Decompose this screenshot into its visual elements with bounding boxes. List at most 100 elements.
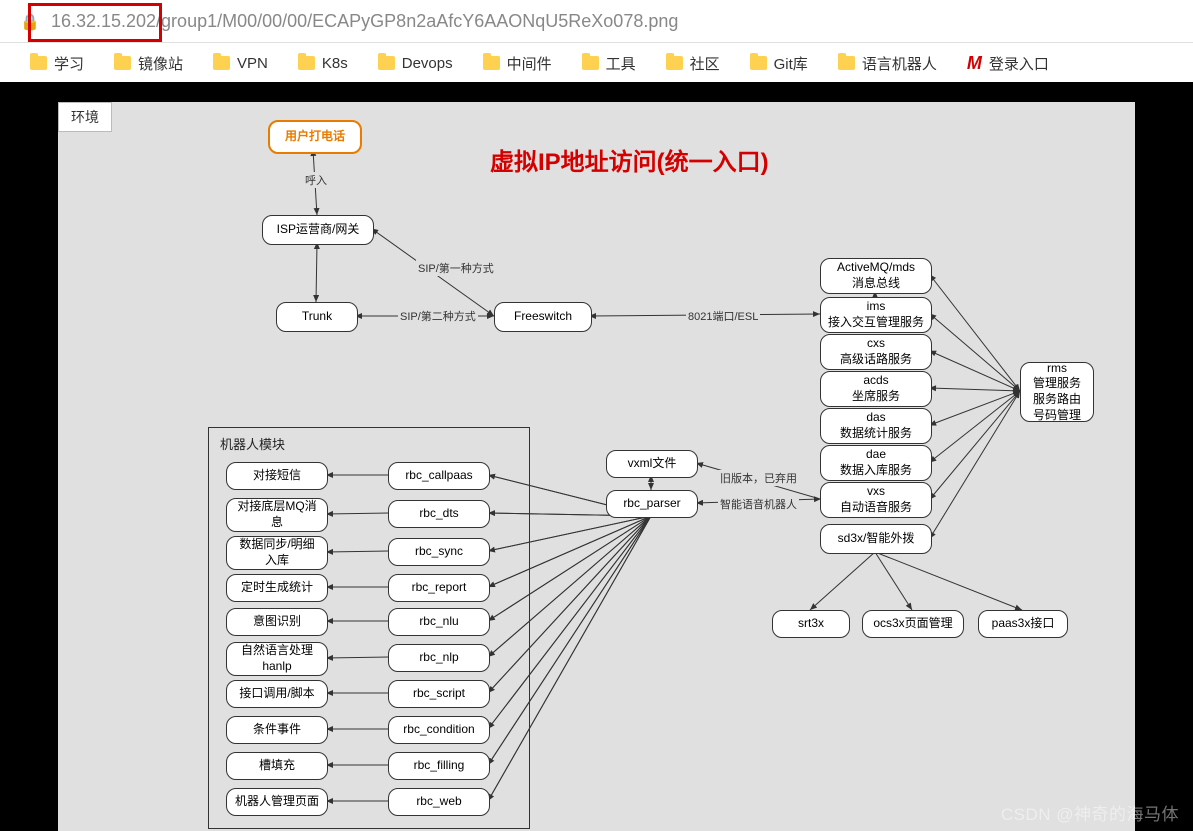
node-mright8: rbc_filling [388,752,490,780]
node-mleft4: 意图识别 [226,608,328,636]
node-line: Trunk [302,309,332,325]
node-dae: dae数据入库服务 [820,445,932,481]
bookmark-label: 镜像站 [138,53,183,74]
bookmark-item[interactable]: 学习 [30,53,84,74]
bookmark-label: K8s [322,55,348,72]
node-mleft5: 自然语言处理hanlp [226,642,328,676]
node-sd3x: sd3x/智能外拨 [820,524,932,554]
node-cxs: cxs高级话路服务 [820,334,932,370]
login-bookmark[interactable]: M登录入口 [967,53,1049,74]
node-line: 数据入库服务 [840,463,912,479]
bookmark-item[interactable]: Git库 [750,53,808,74]
diagram-canvas: 环境 虚拟IP地址访问(统一入口) 用户打电话ISP运营商/网关TrunkFre… [58,102,1135,831]
node-line: 消息总线 [852,276,900,292]
folder-icon [838,56,855,70]
node-rbc_parser: rbc_parser [606,490,698,518]
node-line: rbc_nlu [419,614,458,630]
node-line: 条件事件 [253,722,301,738]
node-line: srt3x [798,616,824,632]
node-mleft1: 对接底层MQ消息 [226,498,328,532]
node-line: das [866,410,885,426]
node-mright3: rbc_report [388,574,490,602]
node-mright7: rbc_condition [388,716,490,744]
node-line: 自动语音服务 [840,500,912,516]
node-line: 用户打电话 [285,129,345,145]
node-line: paas3x接口 [992,616,1055,632]
bookmark-label: 学习 [54,53,84,74]
node-line: rms [1047,361,1067,377]
bookmark-item[interactable]: K8s [298,55,348,72]
bookmark-label: 工具 [606,53,636,74]
node-mleft0: 对接短信 [226,462,328,490]
lock-icon: 🔒 [20,14,40,31]
node-mleft2: 数据同步/明细入库 [226,536,328,570]
bookmark-label: Git库 [774,53,808,74]
bookmark-item[interactable]: 语言机器人 [838,53,937,74]
node-line: rbc_condition [403,722,474,738]
node-line: 对接短信 [253,468,301,484]
folder-icon [483,56,500,70]
node-ims: ims接入交互管理服务 [820,297,932,333]
bookmark-label: 社区 [690,53,720,74]
node-line: dae [866,447,886,463]
bookmark-item[interactable]: VPN [213,55,268,72]
bookmark-item[interactable]: 中间件 [483,53,552,74]
node-mright9: rbc_web [388,788,490,816]
node-line: rbc_report [412,580,467,596]
node-srt3x: srt3x [772,610,850,638]
bookmark-label: Devops [402,55,453,72]
edge-label: 旧版本，已弃用 [718,470,799,486]
node-mright4: rbc_nlu [388,608,490,636]
folder-icon [750,56,767,70]
node-acds: acds坐席服务 [820,371,932,407]
node-line: hanlp [262,659,291,675]
node-line: 接口调用/脚本 [239,686,314,702]
bookmark-item[interactable]: 社区 [666,53,720,74]
node-vxml: vxml文件 [606,450,698,478]
node-line: ocs3x页面管理 [873,616,952,632]
node-line: 意图识别 [253,614,301,630]
node-line: vxml文件 [628,456,677,472]
node-rms: rms管理服务服务路由号码管理 [1020,362,1094,422]
node-das: das数据统计服务 [820,408,932,444]
folder-icon [213,56,230,70]
node-paas3x: paas3x接口 [978,610,1068,638]
folder-icon [582,56,599,70]
edge-label: 8021端口/ESL [686,308,760,324]
node-line: ISP运营商/网关 [277,222,360,238]
node-mright6: rbc_script [388,680,490,708]
folder-icon [666,56,683,70]
module-title: 机器人模块 [220,434,285,453]
node-trunk: Trunk [276,302,358,332]
node-vxs: vxs自动语音服务 [820,482,932,518]
node-mright5: rbc_nlp [388,644,490,672]
node-line: 息 [271,515,283,531]
node-line: 服务路由 [1033,392,1081,408]
bookmark-item[interactable]: 镜像站 [114,53,183,74]
node-mleft9: 机器人管理页面 [226,788,328,816]
node-line: ims [867,299,886,315]
folder-icon [30,56,47,70]
node-mleft3: 定时生成统计 [226,574,328,602]
bookmark-item[interactable]: Devops [378,55,453,72]
node-line: 入库 [265,553,289,569]
node-line: 管理服务 [1033,376,1081,392]
node-mleft8: 槽填充 [226,752,328,780]
node-activemq: ActiveMQ/mds消息总线 [820,258,932,294]
login-label: 登录入口 [989,53,1049,74]
node-mright1: rbc_dts [388,500,490,528]
env-tab[interactable]: 环境 [58,102,112,132]
node-line: rbc_dts [419,506,458,522]
node-line: acds [863,373,888,389]
node-ocs3x: ocs3x页面管理 [862,610,964,638]
folder-icon [378,56,395,70]
node-line: rbc_filling [414,758,465,774]
edge-label: SIP/第二种方式 [398,308,478,324]
bookmark-item[interactable]: 工具 [582,53,636,74]
node-line: sd3x/智能外拨 [838,531,915,547]
url-bar[interactable]: 🔒 16.32.15.202/group1/M00/00/00/ECAPyGP8… [0,0,1193,43]
bookmark-label: 语言机器人 [862,53,937,74]
node-isp: ISP运营商/网关 [262,215,374,245]
node-line: 数据同步/明细 [239,537,314,553]
node-line: rbc_callpaas [405,468,472,484]
